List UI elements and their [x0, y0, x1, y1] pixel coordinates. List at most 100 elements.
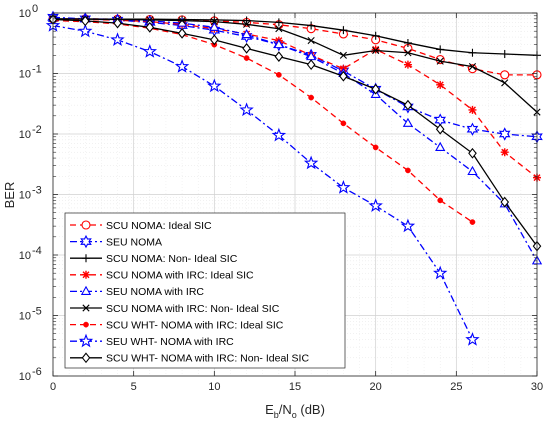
- legend-entry: SEU WHT- NOMA with IRC: [70, 333, 234, 348]
- data-point: [336, 180, 351, 194]
- x-tick-label: 10: [208, 381, 220, 393]
- data-point: [308, 94, 314, 101]
- x-tick-label: 20: [370, 381, 382, 393]
- y-tick-label: 10: [19, 250, 31, 262]
- legend-label: SCU NOMA: Non- Ideal SIC: [106, 253, 238, 265]
- x-tick-labels: 0 5 10 15 20 25 30: [50, 381, 543, 393]
- data-point: [468, 63, 477, 71]
- legend-label: SEU WHT- NOMA with IRC: [106, 336, 234, 348]
- data-point: [469, 219, 476, 225]
- series-line: [52, 24, 474, 340]
- legend-label: SEU NOMA with IRC: [106, 286, 204, 298]
- data-point: [436, 57, 444, 65]
- legend-marker: [80, 234, 92, 249]
- data-point: [435, 123, 445, 135]
- y-tick-label-base: 10: [19, 190, 31, 202]
- x-tick-label: 0: [50, 381, 56, 393]
- series-line: [52, 18, 538, 247]
- legend-label: SCU WHT- NOMA with IRC: Non- Ideal SIC: [106, 353, 309, 365]
- data-point: [435, 55, 445, 65]
- y-axis-label: BER: [2, 182, 17, 209]
- data-point: [432, 265, 448, 280]
- legend-marker: [81, 220, 91, 230]
- data-point: [207, 78, 222, 93]
- x-axis-label-sub-o: o: [292, 410, 297, 420]
- data-point: [276, 71, 282, 78]
- data-point: [371, 31, 380, 40]
- data-point: [436, 80, 445, 89]
- legend-label: SCU NOMA with IRC: Ideal SIC: [106, 270, 254, 282]
- x-tick-label: 25: [450, 381, 462, 393]
- data-point: [271, 127, 287, 142]
- x-axis-label-unit: (dB): [297, 402, 325, 417]
- data-point: [174, 59, 190, 73]
- legend-marker: [82, 270, 90, 279]
- legend-label: SCU NOMA with IRC: Non- Ideal SIC: [106, 303, 280, 315]
- legend-entry: SCU WHT- NOMA with IRC: Ideal SIC: [70, 319, 284, 331]
- data-point: [437, 197, 444, 204]
- data-point: [405, 167, 411, 174]
- data-point: [339, 51, 347, 59]
- y-tick-label: 10: [19, 190, 31, 202]
- y-tick-label-base: 10: [19, 129, 31, 141]
- data-point: [468, 105, 477, 114]
- data-point: [340, 120, 347, 127]
- y-tick-label-exponent: -4: [32, 245, 42, 257]
- y-tick-label-exponent: -1: [32, 64, 42, 76]
- data-point: [400, 218, 416, 233]
- data-point: [403, 99, 413, 111]
- data-point: [501, 79, 509, 87]
- legend-entry: SCU NOMA with IRC: Ideal SIC: [70, 270, 254, 282]
- data-point: [465, 331, 480, 346]
- x-axis-label: Eb/No (dB): [265, 402, 325, 420]
- data-point: [436, 45, 445, 54]
- data-point: [500, 148, 509, 157]
- y-tick-label-base: 10: [19, 250, 31, 262]
- data-point: [210, 34, 219, 46]
- data-point: [403, 38, 412, 47]
- legend-marker: [80, 285, 92, 295]
- data-point: [146, 16, 154, 24]
- data-point: [467, 165, 478, 176]
- legend-box: [64, 212, 346, 369]
- x-tick-label: 15: [289, 381, 301, 393]
- data-point: [368, 198, 383, 212]
- legend-marker: [82, 254, 90, 263]
- data-point: [339, 26, 348, 35]
- y-tick-label: 10: [19, 311, 31, 323]
- legend-entry: SCU NOMA: Ideal SIC: [70, 220, 212, 232]
- data-point: [110, 32, 125, 46]
- data-point: [306, 59, 316, 71]
- axis-ticks: [52, 12, 538, 377]
- data-point: [209, 21, 220, 31]
- y-tick-label-exponent: -5: [32, 306, 42, 318]
- data-point: [498, 127, 511, 141]
- legend-marker: [81, 352, 91, 364]
- data-point: [210, 18, 218, 26]
- data-point: [468, 48, 477, 57]
- y-tick-label-base: 10: [19, 69, 31, 81]
- data-point: [145, 21, 155, 33]
- y-tick-label: 10: [19, 69, 31, 81]
- data-point: [274, 18, 283, 27]
- data-point: [113, 17, 122, 29]
- data-point: [402, 117, 414, 127]
- data-point: [307, 36, 315, 45]
- data-point: [468, 147, 477, 159]
- data-point: [466, 122, 479, 136]
- legend-entry: SCU WHT- NOMA with IRC: Non- Ideal SIC: [70, 352, 309, 365]
- x-axis-label-slash-n: /N: [279, 402, 292, 417]
- data-point: [177, 28, 187, 39]
- data-point: [404, 49, 412, 57]
- data-point: [78, 23, 93, 38]
- x-axis-label-e: E: [265, 402, 274, 417]
- data-point: [307, 21, 316, 30]
- y-tick-label-base: 10: [19, 311, 31, 323]
- data-point: [435, 141, 446, 151]
- data-point: [242, 43, 251, 54]
- legend-entry: SCU NOMA with IRC: Non- Ideal SIC: [70, 303, 280, 315]
- data-point: [242, 16, 251, 25]
- y-tick-label-base: 10: [19, 371, 31, 383]
- series-6: [49, 15, 541, 116]
- data-point: [239, 102, 254, 117]
